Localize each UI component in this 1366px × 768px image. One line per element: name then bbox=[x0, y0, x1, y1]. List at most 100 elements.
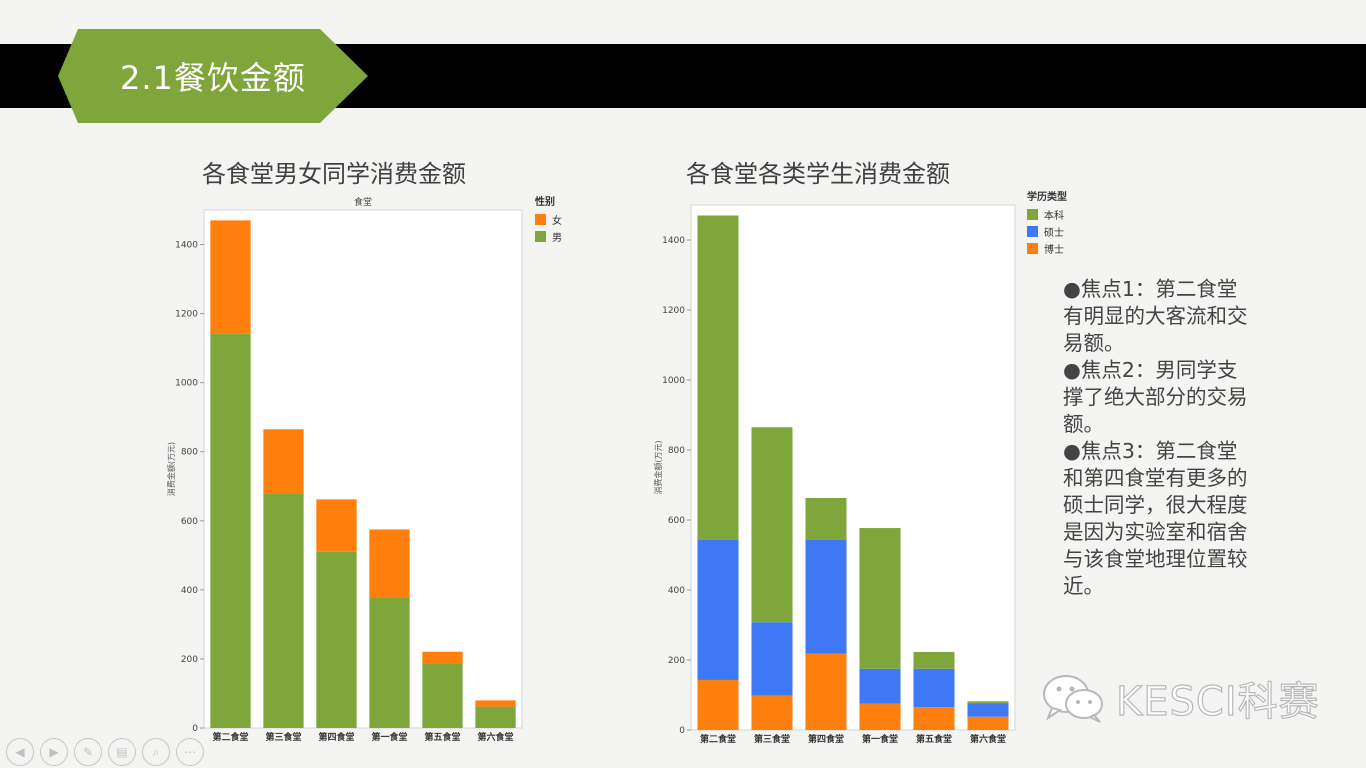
bar-segment-本科 bbox=[967, 701, 1009, 704]
bar-segment-男 bbox=[263, 493, 304, 728]
y-tick-label: 200 bbox=[668, 656, 685, 666]
legend-label: 女 bbox=[552, 216, 562, 227]
menu-icon[interactable]: ▤ bbox=[108, 738, 136, 766]
legend-label: 硕士 bbox=[1044, 228, 1064, 239]
focus-note-1: ●焦点1：第二食堂有明显的大客流和交易额。 bbox=[1063, 277, 1248, 355]
chart1-legend-item-1: 男 bbox=[535, 228, 562, 245]
bar-segment-硕士 bbox=[751, 622, 793, 696]
chart1-plot: 食堂 0 200 400 600 800 1000 1200 1400 消费金额(万元) 第二食堂 第… bbox=[166, 196, 523, 743]
bar-segment-男 bbox=[210, 333, 251, 728]
bar-segment-硕士 bbox=[859, 668, 901, 704]
bar-segment-硕士 bbox=[913, 668, 955, 708]
y-tick-label: 1200 bbox=[175, 310, 198, 320]
legend-label: 博士 bbox=[1044, 245, 1064, 256]
wechat-icon bbox=[1043, 675, 1103, 723]
bar-segment-博士 bbox=[697, 679, 739, 730]
y-tick-label: 1200 bbox=[662, 306, 685, 316]
focus-notes: ●焦点1：第二食堂有明显的大客流和交易额。 ●焦点2：男同学支撑了绝大部分的交易… bbox=[1063, 276, 1253, 600]
x-tick-label: 第三食堂 bbox=[754, 733, 790, 745]
bar-segment-博士 bbox=[967, 716, 1009, 730]
y-tick-label: 1000 bbox=[175, 379, 198, 389]
bar-segment-硕士 bbox=[967, 703, 1009, 717]
chart2-legend-item-2: 博士 bbox=[1027, 240, 1067, 257]
legend-swatch bbox=[535, 214, 546, 225]
focus-note-3: ●焦点3：第二食堂和第四食堂有更多的硕士同学，很大程度是因为实验室和宿舍与该食堂… bbox=[1063, 439, 1248, 598]
bar-segment-硕士 bbox=[805, 539, 847, 654]
bar-segment-本科 bbox=[751, 427, 793, 623]
chart2-legend-item-0: 本科 bbox=[1027, 206, 1067, 223]
y-axis-label: 消费金额(万元) bbox=[166, 442, 176, 496]
plot-frame bbox=[690, 204, 1016, 731]
bar-segment-女 bbox=[263, 429, 304, 494]
legend-swatch bbox=[1027, 226, 1038, 237]
legend-swatch bbox=[1027, 209, 1038, 220]
y-tick-label: 200 bbox=[181, 655, 198, 665]
y-tick-label: 0 bbox=[192, 724, 198, 734]
bar-segment-女 bbox=[369, 529, 410, 598]
bar-segment-女 bbox=[210, 220, 251, 334]
bar-segment-博士 bbox=[805, 653, 847, 730]
bar-segment-博士 bbox=[859, 703, 901, 730]
title-banner: 2.1餐饮金额 bbox=[58, 29, 368, 123]
y-tick-label: 0 bbox=[679, 726, 685, 736]
y-tick-label: 1400 bbox=[175, 241, 198, 251]
x-tick-label: 第一食堂 bbox=[371, 731, 407, 743]
chart2-legend: 学历类型 本科 硕士 博士 bbox=[1027, 188, 1067, 257]
y-axis-label: 消费金额(万元) bbox=[653, 440, 663, 494]
legend-swatch bbox=[535, 231, 546, 242]
y-tick-label: 800 bbox=[668, 446, 685, 456]
legend-label: 本科 bbox=[1044, 211, 1064, 222]
chart1-legend: 性别 女 男 bbox=[535, 193, 562, 245]
y-tick-label: 1000 bbox=[662, 376, 685, 386]
focus-note-2: ●焦点2：男同学支撑了绝大部分的交易额。 bbox=[1063, 358, 1248, 436]
chart1-legend-title: 性别 bbox=[535, 197, 555, 208]
banner-shape bbox=[58, 29, 368, 123]
bar-segment-本科 bbox=[913, 651, 955, 669]
pen-icon[interactable]: ✎ bbox=[74, 738, 102, 766]
y-tick-label: 600 bbox=[181, 517, 198, 527]
zoom-icon[interactable]: ⌕ bbox=[142, 738, 170, 766]
y-tick-label: 1400 bbox=[662, 236, 685, 246]
bar-segment-男 bbox=[475, 706, 516, 728]
x-tick-label: 第四食堂 bbox=[318, 731, 354, 743]
legend-label: 男 bbox=[552, 233, 562, 244]
y-tick-label: 400 bbox=[668, 586, 685, 596]
bar-segment-本科 bbox=[805, 497, 847, 540]
x-tick-label: 第六食堂 bbox=[477, 731, 513, 743]
bar-segment-女 bbox=[316, 499, 357, 552]
x-tick-label: 第六食堂 bbox=[970, 733, 1006, 745]
chart1-legend-item-0: 女 bbox=[535, 211, 562, 228]
watermark-text: KESCI科赛 bbox=[1115, 678, 1320, 725]
bar-segment-本科 bbox=[859, 528, 901, 669]
bar-segment-博士 bbox=[913, 707, 955, 730]
bar-segment-男 bbox=[316, 551, 357, 728]
y-tick-label: 600 bbox=[668, 516, 685, 526]
x-tick-label: 第一食堂 bbox=[862, 733, 898, 745]
x-tick-label: 第二食堂 bbox=[212, 731, 248, 743]
legend-swatch bbox=[1027, 243, 1038, 254]
bar-segment-男 bbox=[422, 663, 463, 728]
x-tick-label: 第五食堂 bbox=[424, 731, 460, 743]
chart1-header: 食堂 bbox=[354, 196, 372, 208]
x-tick-label: 第五食堂 bbox=[916, 733, 952, 745]
x-tick-label: 第四食堂 bbox=[808, 733, 844, 745]
slide-title: 2.1餐饮金额 bbox=[120, 59, 306, 97]
bar-segment-硕士 bbox=[697, 539, 739, 680]
more-icon[interactable]: ⋯ bbox=[176, 738, 204, 766]
y-tick-label: 800 bbox=[181, 448, 198, 458]
x-tick-label: 第二食堂 bbox=[700, 733, 736, 745]
bar-segment-女 bbox=[422, 651, 463, 664]
chart2-title: 各食堂各类学生消费金额 bbox=[686, 160, 950, 188]
prev-icon[interactable]: ◀ bbox=[6, 738, 34, 766]
watermark: KESCI科赛 bbox=[1040, 672, 1320, 726]
bar-segment-博士 bbox=[751, 695, 793, 730]
next-icon[interactable]: ▶ bbox=[40, 738, 68, 766]
y-tick-label: 400 bbox=[181, 586, 198, 596]
chart2-legend-item-1: 硕士 bbox=[1027, 223, 1067, 240]
plot-frame bbox=[203, 209, 523, 729]
bar-segment-本科 bbox=[697, 215, 739, 540]
slide-nav: ◀ ▶ ✎ ▤ ⌕ ⋯ bbox=[6, 738, 204, 766]
chart1-title: 各食堂男女同学消费金额 bbox=[202, 160, 466, 188]
x-tick-label: 第三食堂 bbox=[265, 731, 301, 743]
chart2-plot: 0 200 400 600 800 1000 1200 1400 消费金额(万元) 第二食堂 第三食… bbox=[653, 204, 1016, 745]
